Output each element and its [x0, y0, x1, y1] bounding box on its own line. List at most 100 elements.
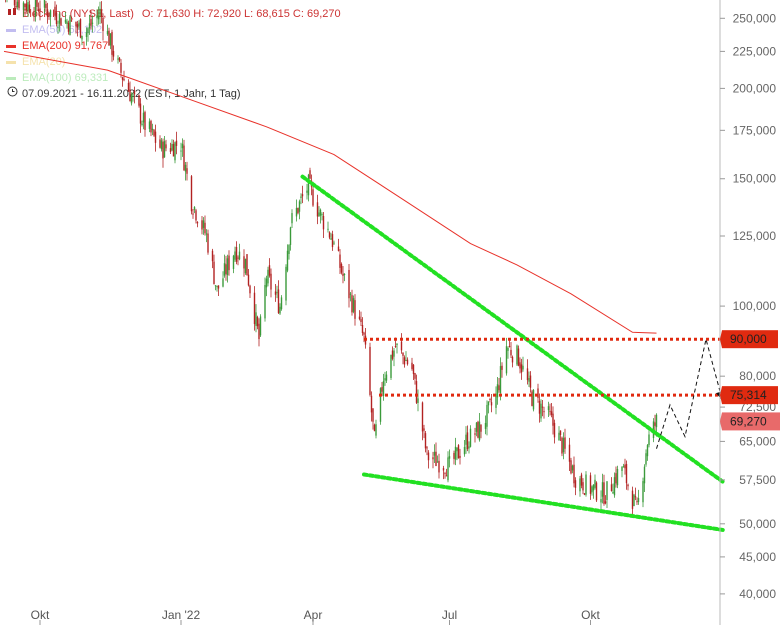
level-price-label: 90,000	[730, 332, 767, 346]
candle-body	[228, 255, 230, 271]
candle-body	[301, 194, 304, 197]
candle-body	[574, 480, 577, 488]
candle-body	[90, 18, 92, 26]
candle-body	[174, 142, 176, 161]
legend-ema50: EMA(50) 63,102	[6, 22, 341, 38]
candle-body	[22, 2, 25, 10]
candle-body	[148, 121, 151, 129]
candle-body	[321, 214, 323, 216]
candle-body	[186, 168, 188, 174]
candle-body	[496, 384, 499, 398]
candle-body	[622, 466, 625, 468]
candle-body	[573, 464, 575, 484]
candle-body	[612, 491, 614, 494]
candle-body	[432, 457, 434, 460]
candle-body	[226, 258, 229, 276]
candle-body	[66, 21, 68, 24]
candle-body	[655, 414, 658, 428]
ema200-swatch	[6, 44, 16, 48]
candle-body	[369, 346, 371, 395]
candle-body	[375, 424, 377, 436]
candle-body	[223, 263, 226, 276]
legend-ema100: EMA(100) 69,331	[6, 70, 341, 86]
candle-body	[606, 481, 608, 501]
candle-body	[120, 62, 122, 73]
candle-body	[475, 422, 478, 432]
candle-body	[16, 1, 19, 8]
candle-body	[184, 164, 187, 172]
candle-body	[381, 387, 383, 392]
candle-body	[589, 475, 592, 494]
candle-body	[415, 381, 418, 403]
candle-body	[172, 143, 175, 157]
candle-body	[75, 21, 77, 27]
candle-body	[306, 190, 308, 193]
candle-body	[97, 15, 100, 20]
candle-body	[36, 0, 38, 7]
candle-body	[79, 19, 82, 38]
candle-body	[634, 496, 637, 498]
candle-body	[340, 263, 343, 273]
candle-body	[330, 238, 332, 240]
candle-body	[297, 208, 299, 214]
y-axis: 250,000 225,000 200,000 175,000 150,000 125,0…	[719, 0, 780, 625]
candle-body	[372, 408, 374, 422]
candle-body	[411, 362, 413, 369]
candle-body	[543, 411, 545, 413]
candle-body	[489, 399, 491, 401]
candle-body	[519, 362, 521, 369]
candle-body	[225, 264, 227, 275]
candle-body	[270, 273, 272, 290]
candle-body	[96, 15, 98, 19]
candle-body	[58, 13, 61, 24]
legend-ema20: EMA(20)	[6, 54, 341, 70]
trendline[interactable]	[300, 174, 726, 485]
candle-body	[490, 402, 493, 406]
candle-body	[237, 257, 239, 259]
candle-body	[276, 292, 278, 294]
candle-body	[39, 8, 41, 12]
candle-body	[621, 466, 623, 471]
candle-body	[85, 32, 88, 37]
candle-body	[526, 368, 529, 381]
candle-body	[348, 269, 350, 299]
candle-body	[28, 4, 31, 13]
candle-body	[358, 316, 361, 320]
candle-body	[139, 103, 142, 124]
candle-body	[46, 9, 49, 17]
candle-body	[646, 445, 649, 457]
candle-body	[190, 176, 193, 212]
trendline[interactable]	[362, 472, 726, 533]
candle-body	[88, 23, 91, 29]
candle-body	[349, 293, 352, 295]
last-price-pointer	[720, 412, 722, 431]
candle-body	[613, 477, 616, 496]
y-tick-label: 80,000	[739, 369, 776, 383]
candle-body	[307, 174, 310, 196]
candle-body	[520, 364, 523, 373]
y-tick-label: 225,000	[733, 44, 777, 58]
candle-body	[592, 484, 595, 491]
legend-ema100-label: EMA(100) 69,331	[22, 72, 109, 84]
candle-body	[583, 493, 586, 495]
candle-body	[442, 468, 445, 471]
candle-body	[636, 501, 638, 503]
candle-body	[217, 285, 220, 289]
candle-body	[405, 360, 407, 362]
candle-body	[60, 18, 62, 26]
candle-body	[453, 452, 455, 459]
candle-body	[106, 30, 109, 35]
candle-body	[153, 129, 155, 136]
candle-body	[610, 484, 613, 492]
candle-body	[133, 90, 136, 95]
candle-body	[517, 348, 520, 366]
candle-body	[403, 357, 406, 365]
candle-body	[165, 144, 167, 149]
candle-body	[468, 446, 470, 449]
x-tick-label: Okt	[31, 608, 50, 622]
candle-body	[18, 0, 20, 9]
candle-body	[192, 213, 194, 215]
candle-body	[510, 349, 512, 356]
candle-body	[448, 456, 451, 459]
